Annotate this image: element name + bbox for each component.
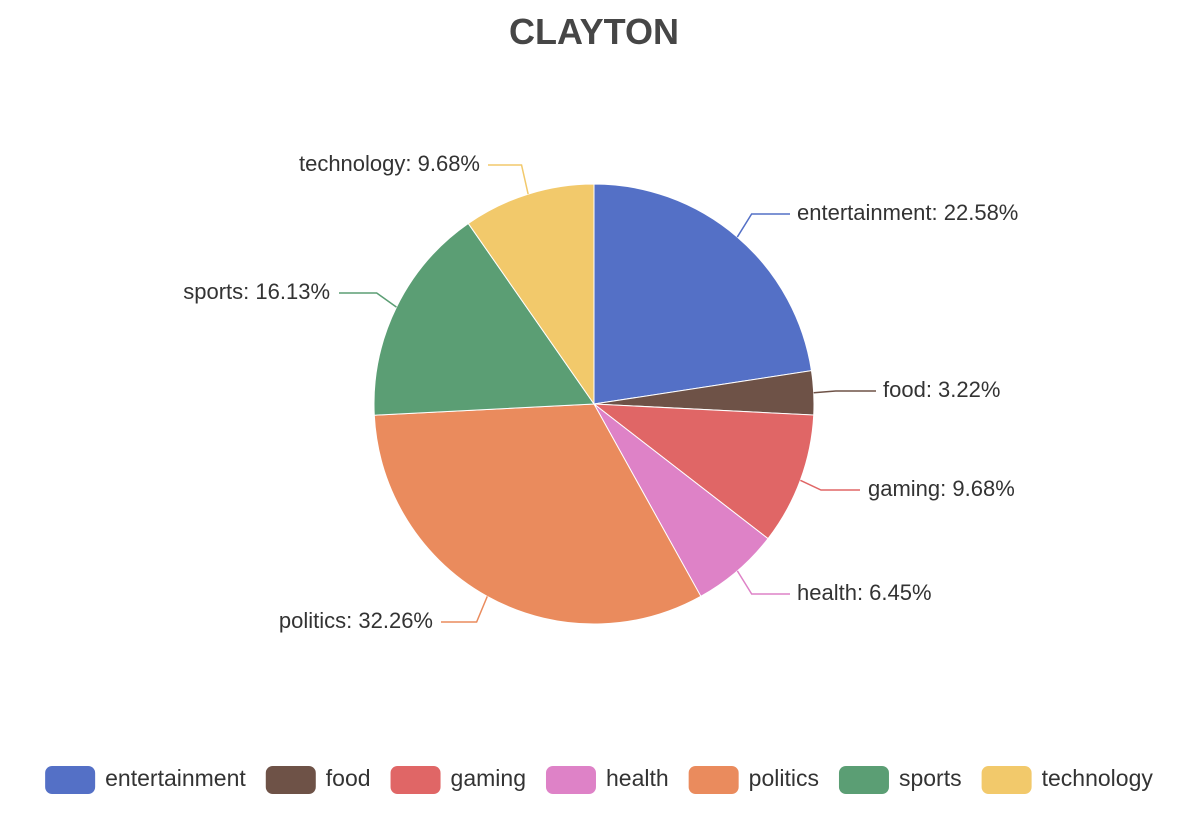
legend-swatch-health[interactable]: [545, 766, 596, 794]
legend-label-sports: sports: [899, 765, 962, 791]
pie-slices: [373, 183, 815, 625]
leader-line-sports: [339, 292, 397, 308]
pie-slice-politics[interactable]: [373, 403, 702, 625]
label-leader-lines: [339, 164, 876, 623]
pie-slice-sports[interactable]: [373, 222, 595, 416]
legend-swatch-politics[interactable]: [688, 766, 739, 794]
legend-swatch-sports[interactable]: [838, 766, 889, 794]
legend-label-entertainment: entertainment: [105, 765, 246, 791]
leader-line-gaming: [800, 479, 860, 491]
legend-swatch-gaming[interactable]: [390, 766, 441, 794]
slice-label-sports: sports: 16.13%: [183, 279, 330, 304]
slice-label-politics: politics: 32.26%: [279, 608, 433, 633]
slice-label-food: food: 3.22%: [883, 377, 1000, 402]
leader-line-food: [813, 390, 876, 394]
legend-swatch-entertainment[interactable]: [45, 766, 96, 794]
slice-labels: entertainment: 22.58% food: 3.22% gaming: …: [183, 151, 1018, 633]
leader-line-health: [736, 570, 790, 595]
legend-label-technology: technology: [1042, 765, 1154, 791]
slice-label-health: health: 6.45%: [797, 580, 932, 605]
slice-label-technology: technology: 9.68%: [299, 151, 480, 176]
legend-label-gaming: gaming: [451, 765, 526, 791]
pie-slice-gaming[interactable]: [592, 403, 815, 540]
chart-title: CLAYTON: [509, 11, 679, 52]
legend-label-politics: politics: [749, 765, 819, 791]
legend-label-health: health: [606, 765, 669, 791]
pie-slice-entertainment[interactable]: [593, 183, 813, 405]
leader-line-technology: [488, 164, 529, 195]
pie-slice-technology[interactable]: [467, 183, 595, 406]
slice-label-entertainment: entertainment: 22.58%: [797, 200, 1018, 225]
legend-swatch-food[interactable]: [265, 766, 316, 794]
slice-label-gaming: gaming: 9.68%: [868, 476, 1015, 501]
legend: entertainment food gaming health politics spo…: [45, 765, 1153, 794]
legend-label-food: food: [326, 765, 371, 791]
leader-line-entertainment: [736, 213, 790, 238]
leader-line-politics: [441, 596, 488, 623]
legend-swatch-technology[interactable]: [981, 766, 1032, 794]
